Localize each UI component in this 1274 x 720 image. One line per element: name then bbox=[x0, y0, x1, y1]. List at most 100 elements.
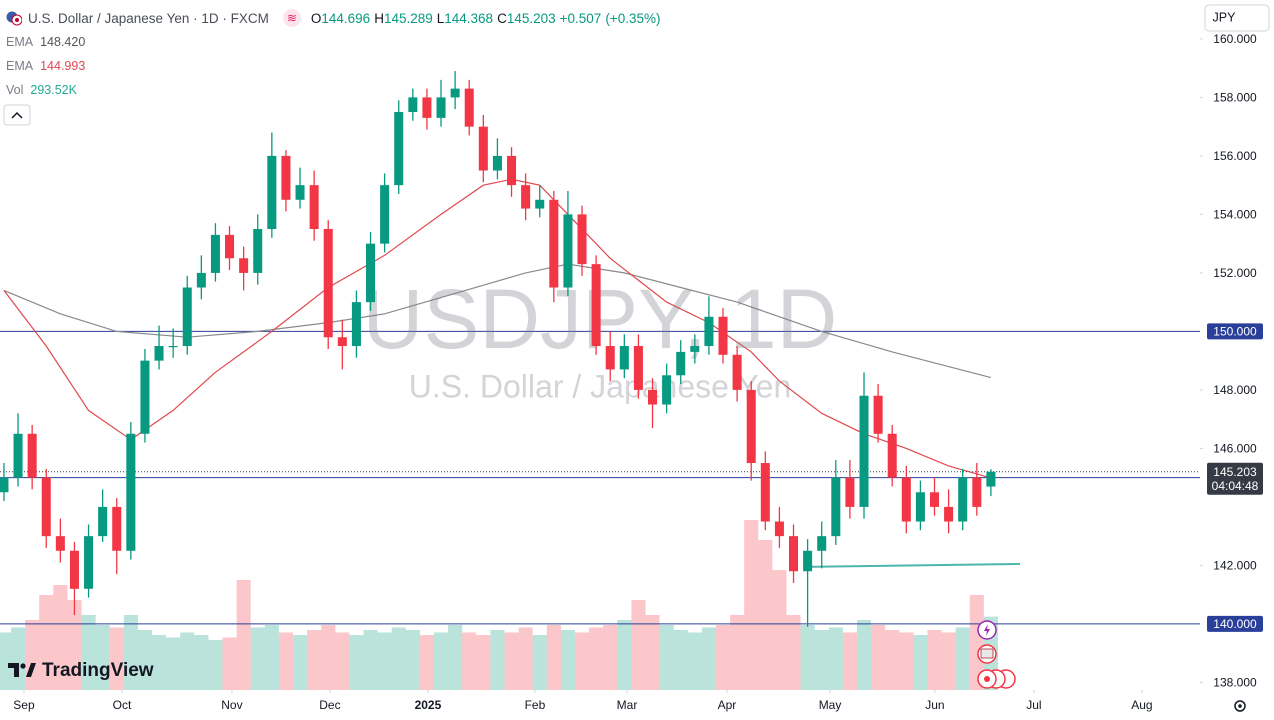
candle-body bbox=[366, 243, 376, 303]
candle-body bbox=[55, 536, 65, 551]
indicator-value: 144.993 bbox=[40, 59, 86, 73]
volume-bar bbox=[518, 627, 533, 690]
x-tick-label: Mar bbox=[617, 698, 638, 712]
volume-bar bbox=[744, 520, 759, 690]
volume-bar bbox=[194, 635, 209, 690]
logo-mark bbox=[26, 663, 36, 677]
volume-bar bbox=[0, 632, 11, 690]
ohlc-key: O bbox=[310, 10, 322, 26]
volume-bar bbox=[67, 600, 82, 690]
volume-bar bbox=[292, 635, 308, 690]
indicator-row: EMA 144.993 bbox=[6, 59, 85, 73]
candle-body bbox=[929, 492, 940, 507]
candle-body bbox=[605, 346, 615, 370]
candle-body bbox=[746, 389, 756, 464]
candle-body bbox=[972, 477, 982, 507]
volume-bar bbox=[913, 635, 928, 690]
candle-body bbox=[380, 185, 390, 244]
candle-body bbox=[774, 521, 784, 537]
candle-body bbox=[140, 360, 150, 434]
candle-body bbox=[803, 550, 813, 572]
ohlc-key: H bbox=[374, 10, 384, 26]
volume-bar bbox=[476, 635, 491, 690]
y-tick-label: 154.000 bbox=[1213, 208, 1257, 222]
candle-body bbox=[619, 346, 629, 370]
candle-body bbox=[196, 272, 206, 288]
volume-bar bbox=[645, 615, 660, 690]
candle-body bbox=[281, 155, 291, 200]
collapse-button[interactable] bbox=[3, 104, 31, 126]
candle-body bbox=[253, 229, 263, 273]
x-tick-label: Jun bbox=[925, 698, 944, 712]
x-tick-label: Aug bbox=[1131, 698, 1152, 712]
y-tick-label: 148.000 bbox=[1213, 383, 1257, 397]
volume-bar bbox=[673, 630, 688, 690]
last-price-label: 145.203 bbox=[1213, 465, 1257, 479]
volume-bar bbox=[574, 632, 590, 690]
collapse-icon bbox=[11, 111, 23, 119]
symbol-legend: U.S. Dollar / Japanese Yen · 1D · FXCM ≋… bbox=[6, 9, 660, 27]
settings-icon[interactable] bbox=[1234, 700, 1246, 712]
candle-body bbox=[521, 185, 531, 209]
ohlc-value: 145.289 bbox=[383, 10, 433, 26]
candle-body bbox=[760, 463, 770, 522]
volume-bar bbox=[278, 632, 293, 690]
compare-button[interactable]: ≋ bbox=[282, 9, 301, 27]
volume-bar bbox=[772, 570, 787, 690]
volume-bar bbox=[405, 630, 420, 690]
candle-body bbox=[225, 234, 235, 259]
y-tick-label: 156.000 bbox=[1213, 149, 1257, 163]
volume-bar bbox=[899, 632, 914, 690]
x-tick-label: Apr bbox=[718, 698, 737, 712]
volume-bar bbox=[363, 630, 378, 690]
support-trendline bbox=[804, 562, 1020, 568]
currency-button[interactable] bbox=[1204, 4, 1270, 32]
candle-body bbox=[323, 229, 333, 338]
brand-name: TradingView bbox=[42, 660, 154, 681]
candle-body bbox=[549, 199, 559, 288]
candle-body bbox=[309, 185, 319, 230]
x-tick-label: Feb bbox=[525, 698, 546, 712]
volume-bar bbox=[81, 615, 96, 690]
candle-body bbox=[295, 185, 305, 200]
x-tick-label: Nov bbox=[221, 698, 242, 712]
candle-body bbox=[676, 351, 686, 376]
badge-icon bbox=[984, 676, 990, 682]
candle-body bbox=[633, 346, 643, 390]
candle-body bbox=[662, 375, 672, 405]
volume-bar bbox=[10, 627, 26, 690]
candle-body bbox=[394, 112, 404, 186]
candle-body bbox=[986, 471, 996, 487]
volume-bar bbox=[123, 615, 138, 690]
candle-body bbox=[704, 316, 714, 347]
candle-body bbox=[901, 477, 911, 522]
volume-bar bbox=[137, 630, 152, 690]
volume-name: Vol bbox=[6, 83, 24, 97]
candle-body bbox=[944, 506, 954, 522]
last-price-box bbox=[1207, 462, 1263, 495]
volume-bar bbox=[39, 595, 54, 690]
volume-bar bbox=[800, 625, 815, 690]
volume-bar bbox=[391, 627, 406, 690]
candle-body bbox=[492, 155, 502, 171]
candle-body bbox=[450, 88, 460, 98]
price-axis bbox=[1200, 0, 1274, 720]
volume-bar bbox=[955, 627, 970, 690]
y-tick-label: 142.000 bbox=[1213, 559, 1257, 573]
candle-body bbox=[732, 354, 742, 390]
price-label-box bbox=[1207, 323, 1263, 340]
volume-bar bbox=[828, 627, 843, 690]
volume-bar bbox=[871, 625, 886, 690]
volume-bar bbox=[758, 540, 773, 690]
volume-bar bbox=[560, 630, 575, 690]
settings-icon-center bbox=[1238, 704, 1242, 708]
volume-bar bbox=[546, 625, 561, 690]
y-tick-label: 146.000 bbox=[1213, 442, 1257, 456]
y-tick-label: 158.000 bbox=[1213, 91, 1257, 105]
ohlc-value: 144.368 bbox=[444, 10, 494, 26]
candle-body bbox=[789, 536, 799, 572]
volume-bar bbox=[321, 625, 336, 690]
volume-bar bbox=[222, 637, 237, 690]
